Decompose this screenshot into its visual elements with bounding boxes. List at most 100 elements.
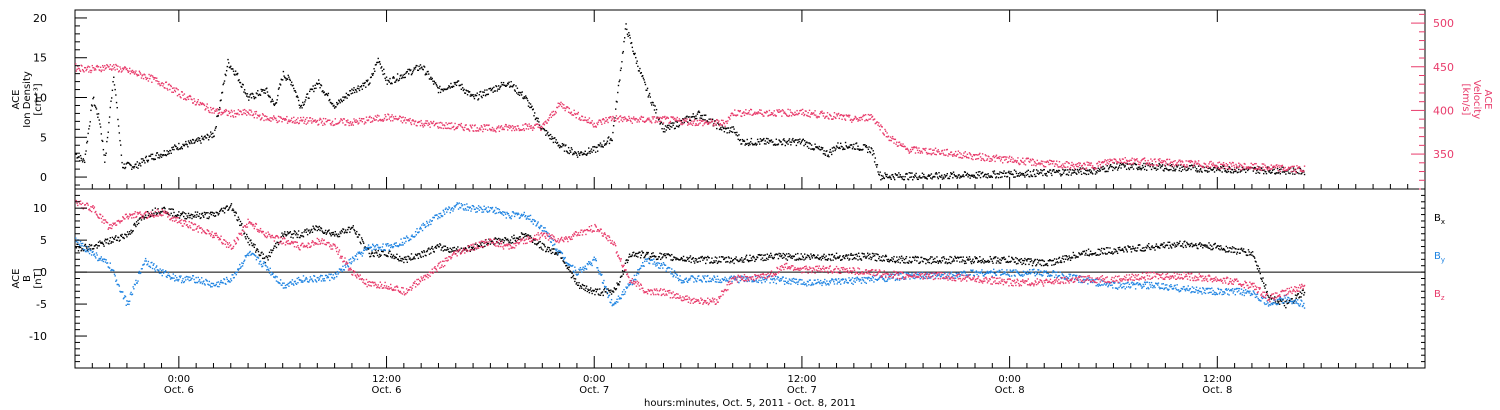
data-point bbox=[1254, 168, 1257, 170]
data-point bbox=[653, 109, 656, 111]
data-point bbox=[1232, 162, 1234, 164]
data-point bbox=[820, 146, 823, 149]
data-point bbox=[117, 65, 119, 67]
data-point bbox=[84, 161, 86, 164]
data-point bbox=[1068, 255, 1070, 257]
data-point bbox=[118, 240, 121, 242]
data-point bbox=[343, 118, 346, 120]
data-point bbox=[427, 248, 429, 250]
data-point bbox=[615, 108, 617, 110]
data-point bbox=[880, 256, 883, 258]
data-point bbox=[617, 283, 620, 285]
data-point bbox=[1000, 158, 1003, 160]
data-point bbox=[770, 139, 773, 141]
data-point bbox=[377, 249, 379, 252]
data-point bbox=[352, 124, 355, 126]
data-point bbox=[851, 148, 854, 150]
data-point bbox=[556, 141, 559, 144]
data-point bbox=[359, 241, 361, 243]
data-point bbox=[616, 282, 618, 284]
data-point bbox=[432, 83, 435, 85]
data-point bbox=[284, 119, 286, 121]
data-point bbox=[874, 259, 877, 262]
data-point bbox=[957, 150, 960, 152]
data-point bbox=[585, 119, 588, 122]
data-point bbox=[958, 256, 960, 259]
data-point bbox=[467, 128, 469, 130]
data-point bbox=[1240, 164, 1243, 167]
data-point bbox=[1127, 160, 1129, 162]
data-point bbox=[554, 137, 556, 139]
data-point bbox=[447, 87, 449, 89]
data-point bbox=[545, 250, 548, 252]
data-point bbox=[834, 149, 836, 152]
data-point bbox=[844, 255, 847, 257]
data-point bbox=[830, 151, 832, 153]
data-point bbox=[1038, 260, 1040, 262]
data-point bbox=[393, 257, 395, 260]
data-point bbox=[572, 114, 575, 116]
data-point bbox=[210, 133, 213, 135]
data-point bbox=[760, 258, 762, 261]
data-point bbox=[476, 127, 478, 129]
data-point bbox=[972, 158, 974, 161]
data-point bbox=[695, 122, 697, 125]
data-point bbox=[97, 116, 99, 118]
data-point bbox=[548, 247, 550, 249]
data-point bbox=[720, 126, 722, 129]
data-point bbox=[715, 123, 717, 126]
data-point bbox=[103, 154, 105, 156]
data-point bbox=[816, 146, 818, 148]
data-point bbox=[733, 114, 735, 116]
data-point bbox=[499, 86, 501, 89]
data-point bbox=[92, 97, 94, 100]
data-point bbox=[1138, 161, 1140, 163]
data-point bbox=[748, 110, 751, 112]
data-point bbox=[1103, 160, 1106, 163]
data-point bbox=[712, 262, 715, 264]
data-point bbox=[991, 176, 994, 179]
data-point bbox=[1213, 164, 1215, 166]
data-point bbox=[246, 95, 248, 97]
data-point bbox=[522, 236, 525, 239]
data-point bbox=[128, 70, 130, 72]
data-point bbox=[626, 261, 629, 264]
data-point bbox=[125, 234, 127, 236]
data-point bbox=[947, 155, 949, 157]
data-point bbox=[110, 100, 112, 102]
data-point bbox=[145, 155, 148, 158]
data-point bbox=[1139, 163, 1141, 166]
data-point bbox=[281, 232, 283, 234]
data-point bbox=[984, 160, 986, 162]
data-point bbox=[667, 117, 670, 119]
data-point bbox=[269, 117, 271, 119]
data-point bbox=[1024, 257, 1026, 260]
data-point bbox=[316, 119, 319, 122]
data-point bbox=[669, 122, 671, 124]
data-point bbox=[901, 178, 904, 180]
data-point bbox=[745, 254, 748, 256]
data-point bbox=[185, 213, 187, 215]
data-point bbox=[1072, 163, 1075, 166]
data-point bbox=[1116, 169, 1119, 171]
data-point bbox=[795, 259, 798, 261]
data-point bbox=[131, 69, 134, 72]
data-point bbox=[842, 254, 845, 257]
data-point bbox=[950, 151, 953, 153]
data-point bbox=[650, 102, 652, 104]
data-point bbox=[108, 121, 110, 124]
data-point bbox=[997, 173, 999, 175]
data-point bbox=[524, 97, 526, 99]
data-point bbox=[904, 145, 906, 148]
data-point bbox=[931, 152, 933, 155]
data-point bbox=[982, 175, 985, 178]
data-point bbox=[146, 159, 148, 162]
data-point bbox=[950, 256, 953, 259]
data-point bbox=[132, 230, 134, 232]
data-point bbox=[772, 112, 774, 114]
data-point bbox=[450, 248, 453, 251]
data-point bbox=[956, 177, 958, 179]
data-point bbox=[97, 65, 100, 68]
data-point bbox=[663, 128, 665, 130]
data-point bbox=[1105, 160, 1108, 162]
